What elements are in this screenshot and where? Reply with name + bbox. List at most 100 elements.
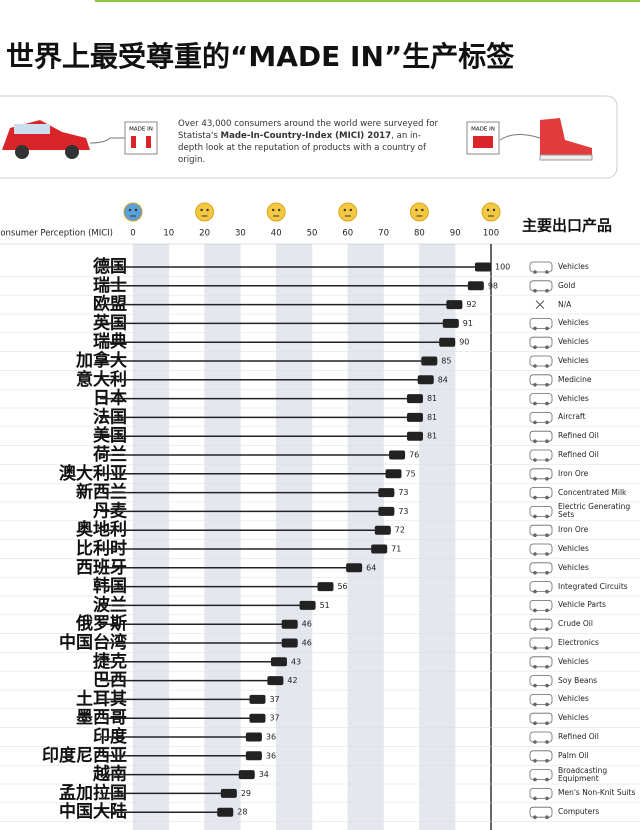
product-icon [529,505,553,517]
product-icon-dot [545,589,549,594]
product-icon [529,543,553,555]
flag [136,136,146,148]
product-icon-dot [533,552,537,556]
value-label: 84 [438,375,448,384]
product-label: Refined Oil [558,450,599,459]
emoji-eye [486,208,490,212]
product-icon-dot [545,514,549,519]
x-tick-label: 20 [199,229,210,239]
emoji [481,202,501,222]
product-icon-dot [545,383,549,387]
x-tick-label: 30 [235,229,246,239]
bar-end [245,751,262,761]
title: 世界上最受尊重的“MADE IN”生产标签 [6,40,514,73]
emoji [123,202,143,222]
car-illustration [2,120,125,159]
product-icon [529,317,553,329]
product-icon-dot [545,420,549,425]
product-icon [529,449,553,461]
grid-band [347,244,384,830]
emoji-face [409,202,429,222]
emoji-eye [421,208,424,212]
product-icon [529,618,553,630]
product-icon [529,694,553,705]
product-icon [529,468,553,480]
product-icon-dot [533,721,537,725]
product-icon-dot [533,383,537,387]
product-label: Men's Non-Knit Suits [558,788,636,798]
emoji-eye [134,208,138,212]
product-icon-dot [545,401,549,406]
value-label: 28 [237,808,247,817]
product-label: Palm Oil [558,750,589,760]
product-icon-dot [545,740,549,744]
bar-end [217,807,234,817]
product-label: Iron Ore [558,468,589,478]
value-label: 37 [269,714,279,723]
product-icon-dot [545,270,549,274]
emoji-eye [349,208,352,212]
x-tick-label: 40 [271,229,282,239]
product-label: Aircraft [558,412,586,422]
grid-band [133,244,169,830]
bar-end [249,713,266,723]
product-icon-dot [545,552,549,556]
product-icon [529,806,553,818]
value-label: 85 [441,357,451,366]
emoji [409,202,429,222]
emoji-eye [128,208,132,212]
product-icon-dot [545,477,549,481]
product-icon-dot [545,665,549,669]
x-tick-label: 0 [130,229,135,239]
product-icon [529,788,553,799]
value-label: 90 [459,338,469,347]
emoji-eye [343,208,346,212]
product-icon-dot [533,533,537,537]
x-tick-label: 80 [414,229,425,239]
product-icon [529,675,553,686]
product-icon-dot [533,571,537,575]
product-icon-dot [545,571,549,575]
category-label: 澳大利亚 [59,463,127,484]
product-icon-dot [545,721,549,725]
intro-text: Over 43,000 consumers around the world w… [178,118,440,166]
product-icon [529,374,553,386]
bar-end [245,732,262,742]
x-tick-label: 60 [342,229,353,239]
product-icon-dot [533,439,537,444]
emoji-face [195,202,215,222]
emoji-eye [278,208,281,212]
product-icon [529,261,553,273]
product-icon-dot [533,364,537,368]
product-icon [529,355,553,367]
product-label: Vehicle Parts [558,600,606,610]
product-icon-dot [533,514,537,519]
grid-band [419,244,456,830]
category-label: 印度尼西亚 [42,745,127,766]
badge [124,121,158,155]
emoji-eye [415,208,418,212]
product-icon [529,280,553,292]
product-icon-dot [533,683,537,688]
product-icon-dot [533,345,537,350]
x-tick-label: 100 [483,229,499,239]
product-icon-dot [533,401,537,406]
product-label: Soy Beans [558,675,598,685]
bar-end [417,375,434,385]
product-icon-dot [533,646,537,650]
x-tick-label: 10 [163,229,174,239]
product-icon-dot [545,759,549,763]
value-label: 51 [320,601,330,610]
value-label: 64 [366,563,376,572]
product-label: Gold [558,280,576,290]
product-icon [529,581,553,592]
value-label: 73 [398,488,408,497]
value-label: 81 [427,413,437,422]
emoji-face [338,202,358,222]
product-label: Vehicles [558,713,589,723]
product-label: Refined Oil [558,431,599,441]
value-label: 43 [291,657,301,666]
product-label: Refined Oil [558,732,599,741]
product-icon-dot [533,759,537,763]
